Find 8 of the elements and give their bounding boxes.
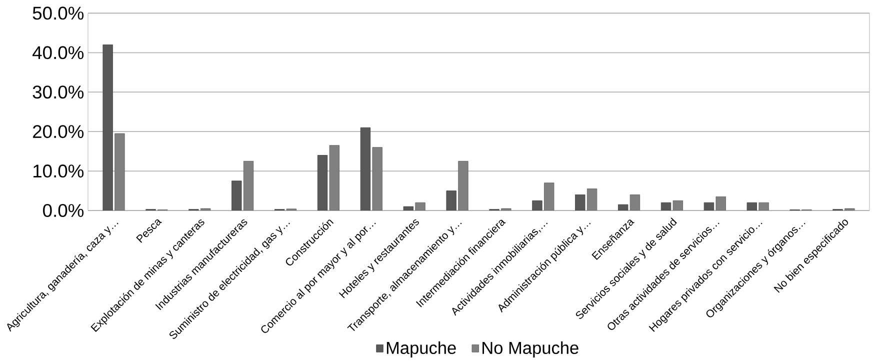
y-tick-label: 50.0% [32, 6, 84, 20]
legend-label: No Mapuche [482, 341, 578, 358]
y-tick-label: 20.0% [33, 125, 84, 138]
y-tick-label: 0.0% [43, 204, 84, 218]
y-tick-label: 40.0% [32, 46, 84, 60]
y-tick-label: 30.0% [32, 86, 84, 99]
legend-label: Mapuche [386, 341, 456, 358]
y-tick-label: 10.0% [34, 164, 84, 178]
